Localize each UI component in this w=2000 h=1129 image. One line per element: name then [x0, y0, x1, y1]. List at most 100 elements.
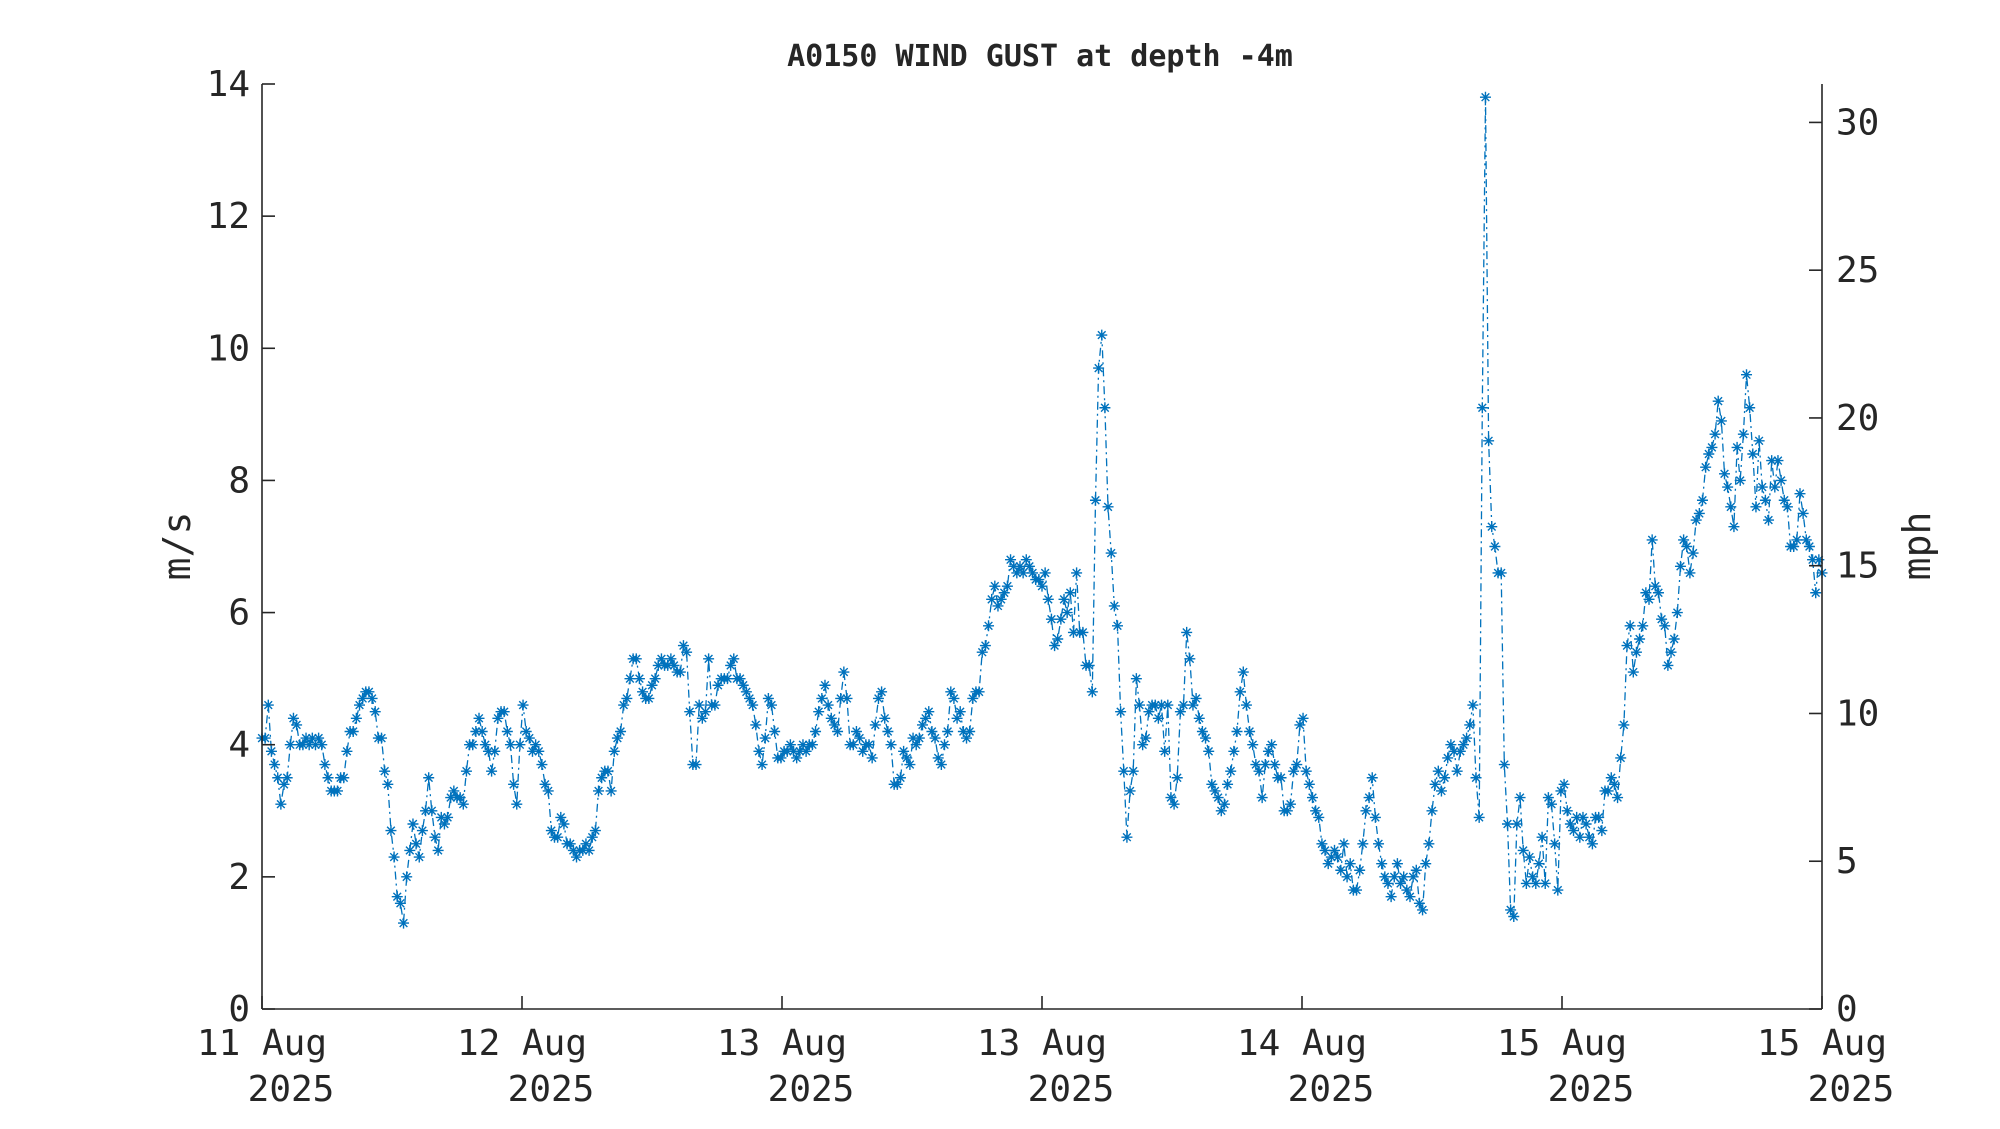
plot-background	[262, 84, 1822, 1009]
data-point-marker	[1464, 719, 1476, 731]
data-point-marker	[520, 726, 532, 737]
data-point-marker	[1759, 494, 1771, 506]
data-point-marker	[523, 732, 535, 744]
data-point-marker	[511, 798, 523, 810]
data-point-marker	[986, 593, 998, 605]
data-point-marker	[1429, 778, 1441, 790]
data-point-marker	[1256, 792, 1268, 804]
data-point-marker	[608, 745, 620, 757]
data-point-marker	[470, 726, 482, 737]
data-point-marker	[1262, 745, 1274, 757]
data-point-marker	[1203, 745, 1215, 757]
data-point-marker	[479, 739, 491, 751]
data-point-marker	[1583, 831, 1595, 843]
data-point-marker	[1382, 877, 1394, 889]
y-tick-label: 14	[207, 64, 250, 105]
y-tick-label: 8	[228, 460, 250, 501]
data-point-marker	[542, 785, 554, 797]
data-point-marker	[662, 659, 674, 671]
data-point-marker	[1495, 567, 1507, 579]
data-point-marker	[410, 838, 422, 850]
data-point-marker	[1140, 732, 1152, 744]
data-point-marker	[1810, 587, 1822, 599]
y-axis-ticks: 0 2 4 6 8 10 12 14	[207, 64, 275, 1030]
x-tick-label-date: 12 Aug	[457, 1023, 587, 1064]
data-point-marker	[341, 745, 353, 757]
data-point-marker	[1813, 554, 1825, 566]
data-point-marker	[989, 580, 1001, 592]
data-point-marker	[615, 726, 627, 737]
data-point-marker	[1357, 838, 1369, 850]
data-point-marker	[420, 805, 432, 817]
data-point-marker	[633, 673, 645, 685]
data-point-marker	[602, 765, 614, 777]
data-point-marker	[1520, 877, 1532, 889]
data-point-marker	[923, 706, 935, 718]
data-point-marker	[376, 732, 388, 744]
data-point-marker	[1652, 587, 1664, 599]
x-tick-label-date: 15 Aug	[1757, 1023, 1887, 1064]
data-point-marker	[1338, 838, 1350, 850]
data-point-marker	[357, 692, 369, 704]
data-point-marker	[677, 640, 689, 652]
data-point-marker	[1473, 811, 1485, 823]
data-point-marker	[281, 772, 293, 784]
data-point-marker	[932, 752, 944, 764]
data-point-marker	[1659, 620, 1671, 632]
data-point-marker	[517, 699, 529, 711]
data-point-marker	[1791, 534, 1803, 546]
data-point-marker	[784, 739, 796, 751]
data-point-marker	[1766, 455, 1778, 467]
data-point-marker	[1159, 745, 1171, 757]
data-point-marker	[278, 778, 290, 790]
data-point-marker	[262, 699, 274, 711]
data-point-marker	[913, 732, 925, 744]
data-point-marker	[709, 699, 721, 711]
data-point-marker	[1413, 897, 1425, 909]
data-point-marker	[850, 726, 862, 737]
data-point-marker	[577, 844, 589, 856]
data-point-marker	[1196, 726, 1208, 737]
data-point-marker	[445, 792, 457, 804]
data-point-marker	[309, 739, 321, 751]
data-point-marker	[1728, 521, 1740, 533]
data-point-marker	[1703, 448, 1715, 460]
data-point-marker	[882, 726, 894, 737]
data-point-marker	[438, 818, 450, 830]
data-point-marker	[995, 593, 1007, 605]
data-point-marker	[1341, 871, 1353, 883]
data-point-marker	[1674, 560, 1686, 572]
data-point-marker	[1178, 699, 1190, 711]
data-point-marker	[756, 759, 768, 771]
data-point-marker	[1407, 871, 1419, 883]
data-point-marker	[1281, 805, 1293, 817]
data-point-marker	[1451, 765, 1463, 777]
data-point-marker	[737, 679, 749, 691]
data-point-marker	[668, 659, 680, 671]
data-point-marker	[1797, 507, 1809, 519]
data-point-marker	[1124, 785, 1136, 797]
data-point-marker	[272, 772, 284, 784]
data-point-marker	[1373, 838, 1385, 850]
data-point-marker	[1083, 659, 1095, 671]
data-point-marker	[1306, 792, 1318, 804]
right-y-tick-label: 25	[1836, 250, 1879, 291]
data-point-marker	[740, 686, 752, 698]
data-point-marker	[1807, 554, 1819, 566]
data-point-marker	[287, 712, 299, 724]
data-point-marker	[1231, 726, 1243, 737]
data-point-marker	[1152, 712, 1164, 724]
data-point-marker	[1461, 732, 1473, 744]
data-point-marker	[1332, 851, 1344, 863]
data-point-marker	[1558, 778, 1570, 790]
data-point-marker	[1061, 607, 1073, 619]
y-tick-label: 6	[228, 593, 250, 634]
data-point-marker	[457, 798, 469, 810]
y-tick-label: 2	[228, 857, 250, 898]
data-point-marker	[407, 818, 419, 830]
data-point-marker	[379, 765, 391, 777]
data-point-marker	[1753, 435, 1765, 447]
data-point-marker	[300, 732, 312, 744]
